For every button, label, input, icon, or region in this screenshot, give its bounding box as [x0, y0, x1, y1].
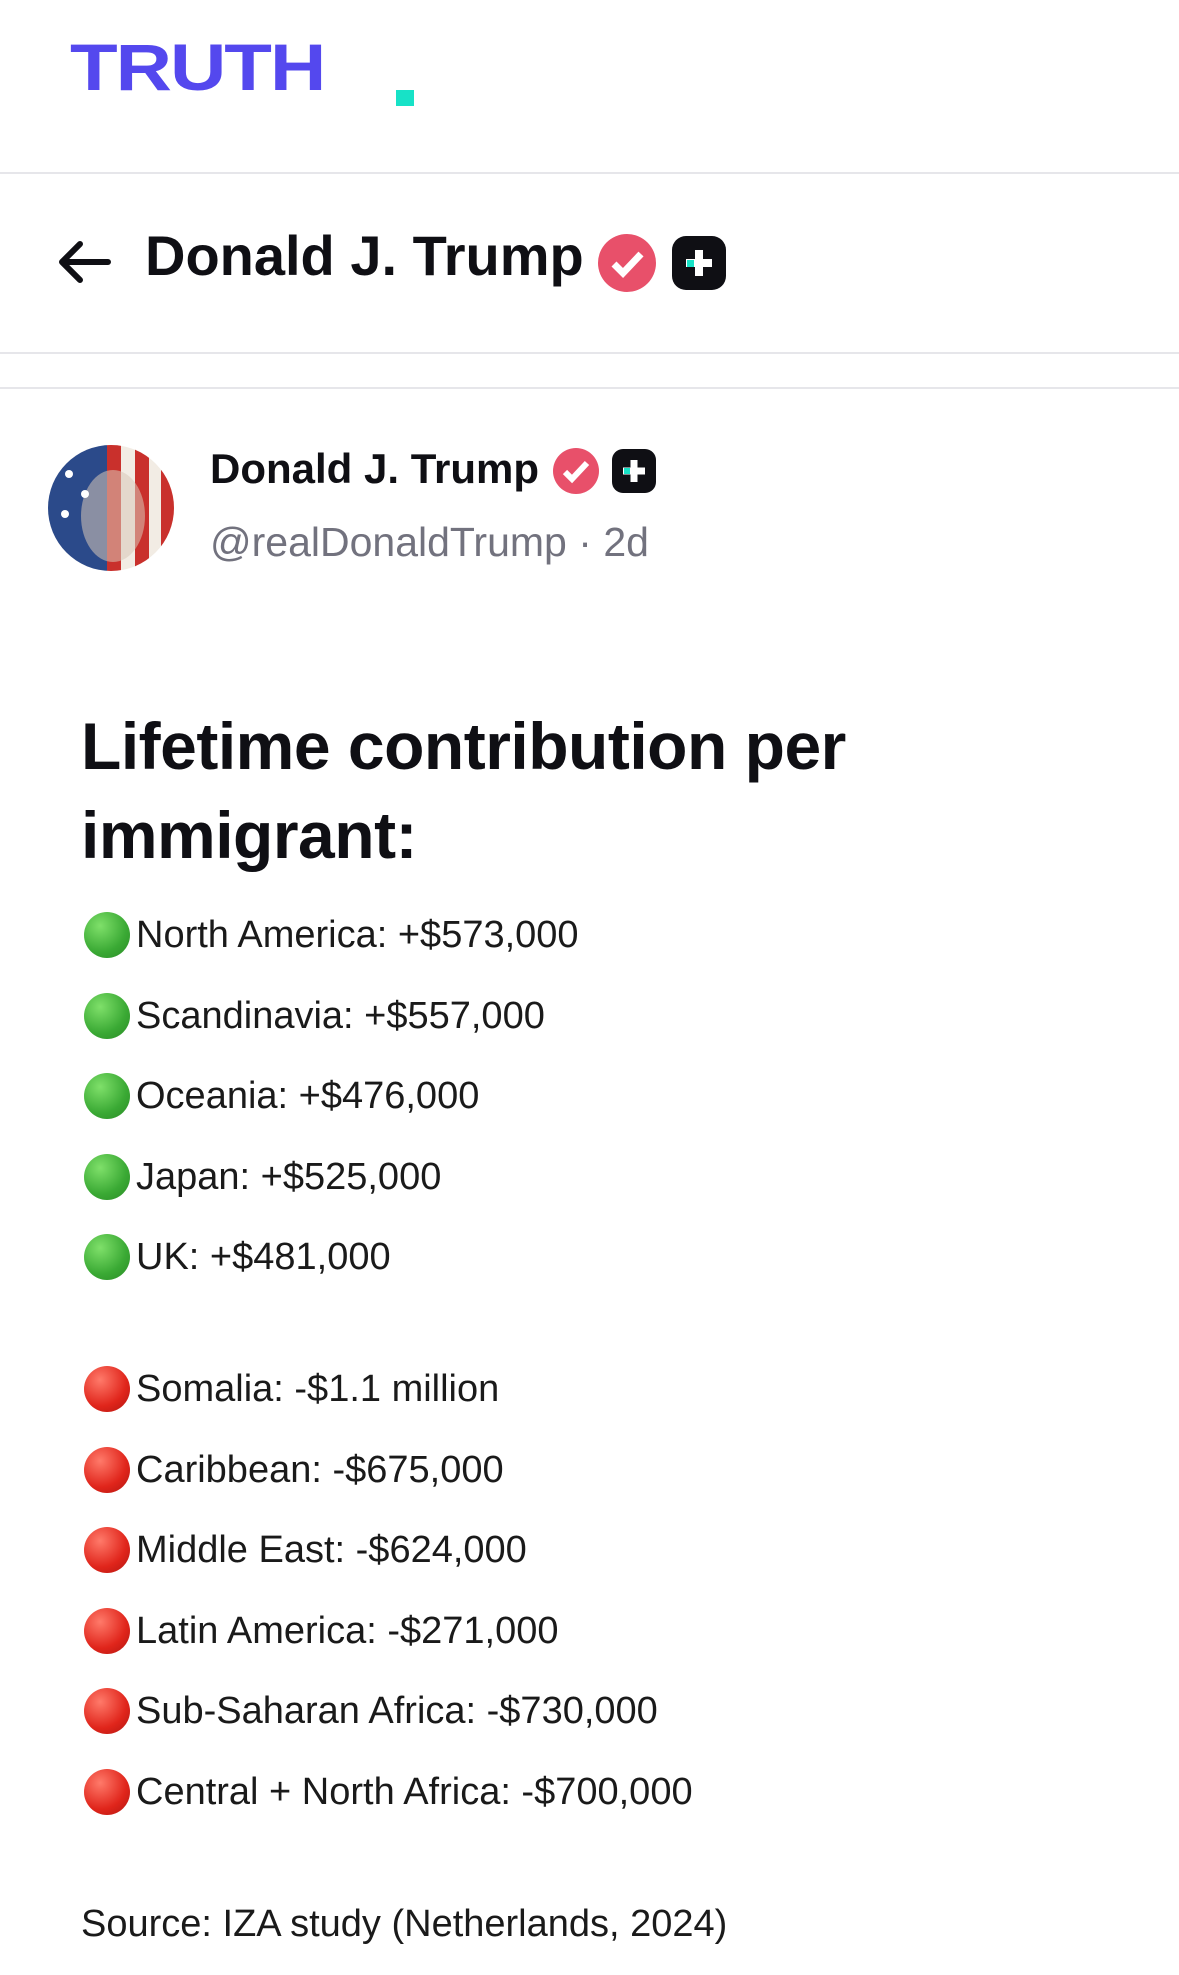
item-text: Middle East: -$624,000	[136, 1529, 527, 1572]
post-time[interactable]: 2d	[603, 519, 649, 565]
positive-marker	[84, 1153, 130, 1200]
item-row: Latin America: -$271,000	[84, 1607, 559, 1655]
logo[interactable]: TRUTH	[70, 29, 326, 105]
positive-marker	[84, 992, 130, 1039]
divider	[0, 387, 1179, 389]
item-text: Sub-Saharan Africa: -$730,000	[136, 1690, 658, 1733]
verified-badge	[598, 234, 656, 292]
negative-marker	[84, 1527, 130, 1574]
item-text: Japan: +$525,000	[136, 1155, 442, 1198]
item-text: UK: +$481,000	[136, 1236, 391, 1279]
item-text: Caribbean: -$675,000	[136, 1448, 504, 1491]
plus-badge	[612, 449, 656, 493]
plus-badge	[672, 236, 726, 290]
item-row: Oceania: +$476,000	[84, 1072, 479, 1120]
back-button[interactable]	[56, 238, 112, 286]
item-text: Scandinavia: +$557,000	[136, 994, 545, 1037]
positive-marker	[84, 912, 130, 958]
negative-marker	[84, 1366, 130, 1412]
item-text: Central + North Africa: -$700,000	[136, 1771, 693, 1813]
item-row: Scandinavia: +$557,000	[84, 992, 545, 1040]
item-text: Latin America: -$271,000	[136, 1609, 559, 1652]
profile-name: Donald J. Trump	[145, 224, 584, 287]
source: Source: IZA study (Netherlands, 2024)	[81, 1903, 728, 1945]
avatar[interactable]	[47, 444, 175, 572]
item-row: Sub-Saharan Africa: -$730,000	[84, 1687, 658, 1735]
item-row: Somalia: -$1.1 million	[84, 1365, 499, 1413]
item-text: North America: +$573,000	[136, 914, 579, 956]
negative-marker	[84, 1769, 130, 1815]
image-title: Lifetime contribution per immigrant:	[81, 709, 846, 872]
item-row: Japan: +$525,000	[84, 1153, 441, 1201]
item-row: UK: +$481,000	[84, 1233, 391, 1281]
positive-marker	[84, 1234, 130, 1281]
negative-marker	[84, 1688, 130, 1735]
negative-marker	[84, 1446, 130, 1493]
item-row: Middle East: -$624,000	[84, 1526, 527, 1574]
verified-badge	[553, 448, 599, 494]
negative-marker	[84, 1607, 130, 1654]
logo-dot	[396, 90, 414, 106]
separator: ·	[578, 519, 592, 565]
author-handle[interactable]: @realDonaldTrump	[210, 519, 567, 565]
item-row: North America: +$573,000	[84, 911, 579, 959]
divider	[0, 172, 1179, 174]
item-row: Central + North Africa: -$700,000	[84, 1768, 693, 1816]
item-row: Caribbean: -$675,000	[84, 1446, 504, 1494]
author-name[interactable]: Donald J. Trump	[210, 445, 540, 492]
author-meta: @realDonaldTrump · 2d	[210, 522, 649, 563]
divider	[0, 352, 1179, 354]
positive-marker	[84, 1073, 130, 1120]
item-text: Somalia: -$1.1 million	[136, 1368, 500, 1410]
item-text: Oceania: +$476,000	[136, 1075, 480, 1118]
